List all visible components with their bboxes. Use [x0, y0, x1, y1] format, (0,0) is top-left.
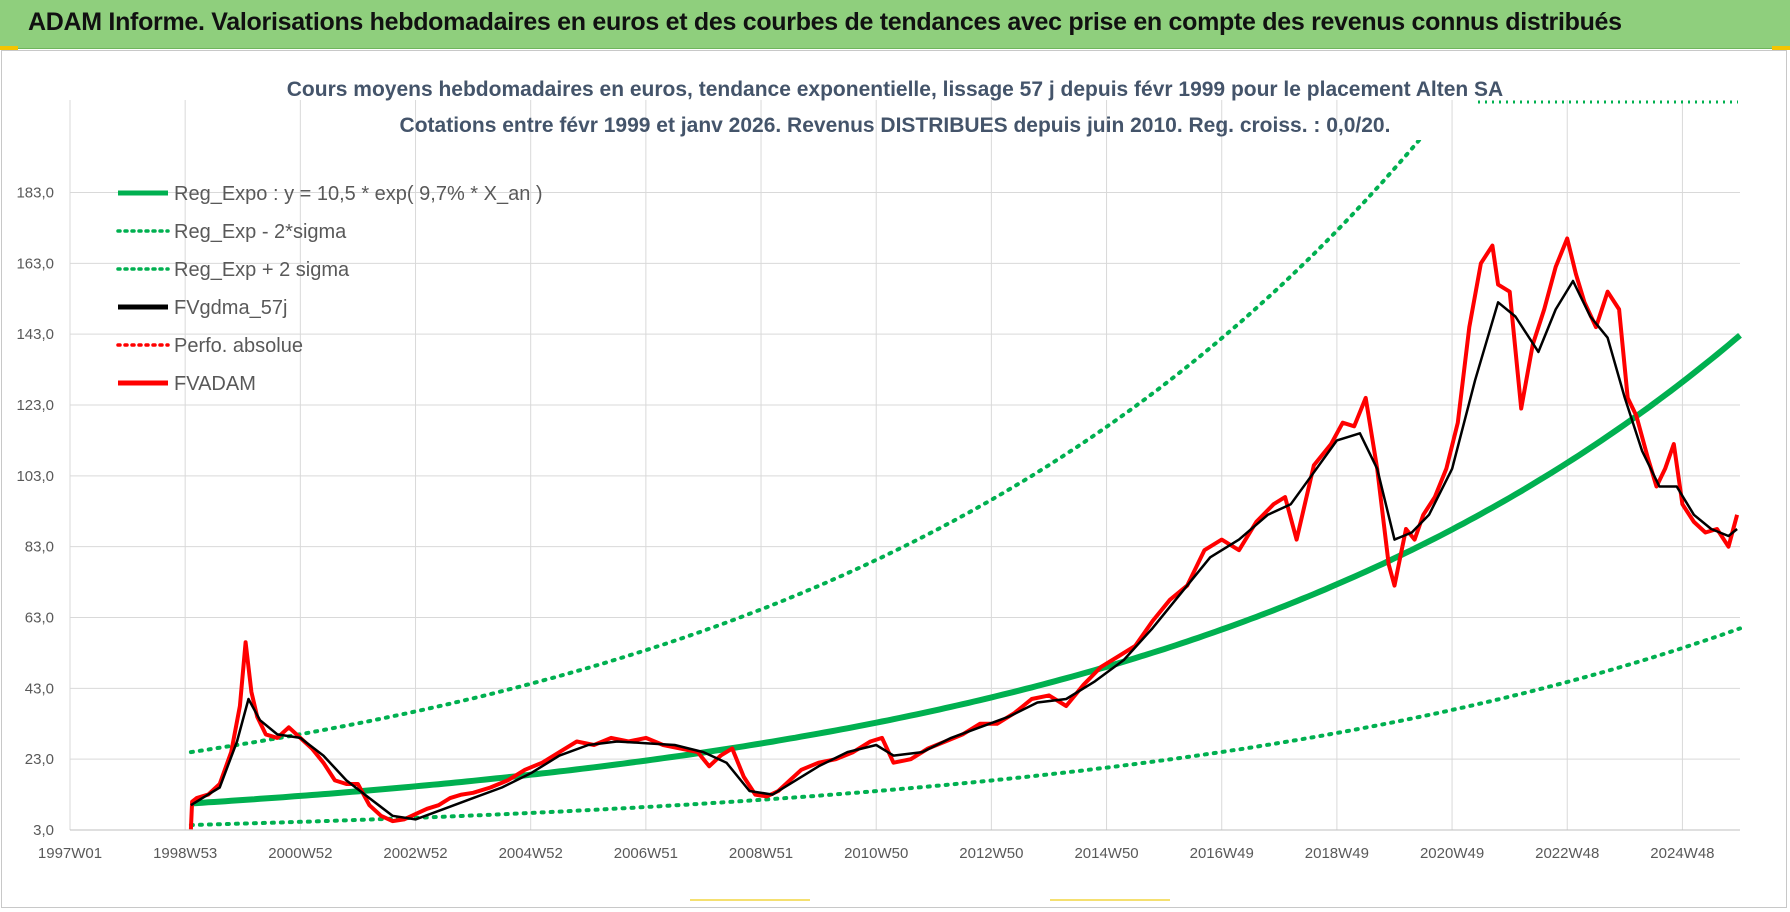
series-reg-expo — [190, 332, 1742, 807]
legend-label-fvgdma: FVgdma_57j — [174, 297, 287, 319]
series-fvadam — [188, 236, 1740, 830]
y-tick-label: 23,0 — [25, 751, 54, 768]
x-tick-label: 2010W50 — [844, 845, 908, 862]
series-reg-lower — [188, 626, 1742, 827]
x-tick-label: 2004W52 — [499, 845, 563, 862]
legend-label-perfo: Perfo. absolue — [174, 335, 303, 357]
chart-title-line2: Cotations entre févr 1999 et janv 2026. … — [400, 114, 1391, 137]
x-tick-label: 2002W52 — [383, 845, 447, 862]
legend-item-upper: Reg_Exp + 2 sigma — [116, 259, 350, 281]
corner-marker-left — [0, 46, 18, 50]
y-tick-label: 123,0 — [16, 397, 54, 414]
x-tick-label: 2022W48 — [1535, 845, 1599, 862]
y-tick-label: 83,0 — [25, 539, 54, 556]
chart-title-line1: Cours moyens hebdomadaires en euros, ten… — [287, 78, 1503, 101]
legend-item-fvadam: FVADAM — [118, 373, 256, 395]
x-tick-label: 2008W51 — [729, 845, 793, 862]
banner-title: ADAM Informe. Valorisations hebdomadaire… — [28, 8, 1622, 36]
y-tick-label: 63,0 — [25, 610, 54, 627]
y-tick-label: 103,0 — [16, 468, 54, 485]
y-tick-label: 3,0 — [33, 822, 54, 839]
grid — [69, 100, 1740, 831]
y-tick-label: 43,0 — [25, 680, 54, 697]
corner-marker-right — [1772, 46, 1790, 50]
legend: Reg_Expo : y = 10,5 * exp( 9,7% * X_an )… — [116, 183, 543, 395]
x-tick-label: 2024W48 — [1650, 845, 1714, 862]
legend-item-perfo: Perfo. absolue — [116, 335, 303, 357]
x-tick-label: 2020W49 — [1420, 845, 1484, 862]
y-tick-label: 143,0 — [16, 326, 54, 343]
legend-label-upper: Reg_Exp + 2 sigma — [174, 259, 350, 281]
legend-item-reg: Reg_Expo : y = 10,5 * exp( 9,7% * X_an ) — [118, 183, 543, 205]
x-tick-label: 1997W01 — [38, 845, 102, 862]
y-tick-label: 183,0 — [16, 185, 54, 202]
x-tick-label: 2000W52 — [268, 845, 332, 862]
x-tick-label: 2006W51 — [614, 845, 678, 862]
legend-item-lower: Reg_Exp - 2*sigma — [116, 221, 347, 243]
series-fvgdma — [190, 279, 1738, 821]
legend-item-fvgdma: FVgdma_57j — [118, 297, 287, 319]
y-axis: 3,0 23,0 43,0 63,0 83,0 103,0 123,0 143,0 163,0 1… — [16, 185, 54, 840]
x-tick-label: 2012W50 — [959, 845, 1023, 862]
legend-label-lower: Reg_Exp - 2*sigma — [174, 221, 347, 243]
series-layer — [188, 140, 1742, 830]
series-reg-upper — [188, 140, 1422, 755]
x-axis: 1997W01 1998W53 2000W52 2002W52 2004W52 2006W… — [38, 845, 1715, 862]
legend-label-reg: Reg_Expo : y = 10,5 * exp( 9,7% * X_an ) — [174, 183, 543, 205]
y-tick-label: 163,0 — [16, 255, 54, 272]
x-tick-label: 2018W49 — [1305, 845, 1369, 862]
x-tick-label: 2014W50 — [1074, 845, 1138, 862]
banner: ADAM Informe. Valorisations hebdomadaire… — [0, 0, 1790, 49]
x-tick-label: 1998W53 — [153, 845, 217, 862]
x-tick-label: 2016W49 — [1190, 845, 1254, 862]
legend-label-fvadam: FVADAM — [174, 373, 256, 395]
chart-frame — [1, 50, 1787, 908]
